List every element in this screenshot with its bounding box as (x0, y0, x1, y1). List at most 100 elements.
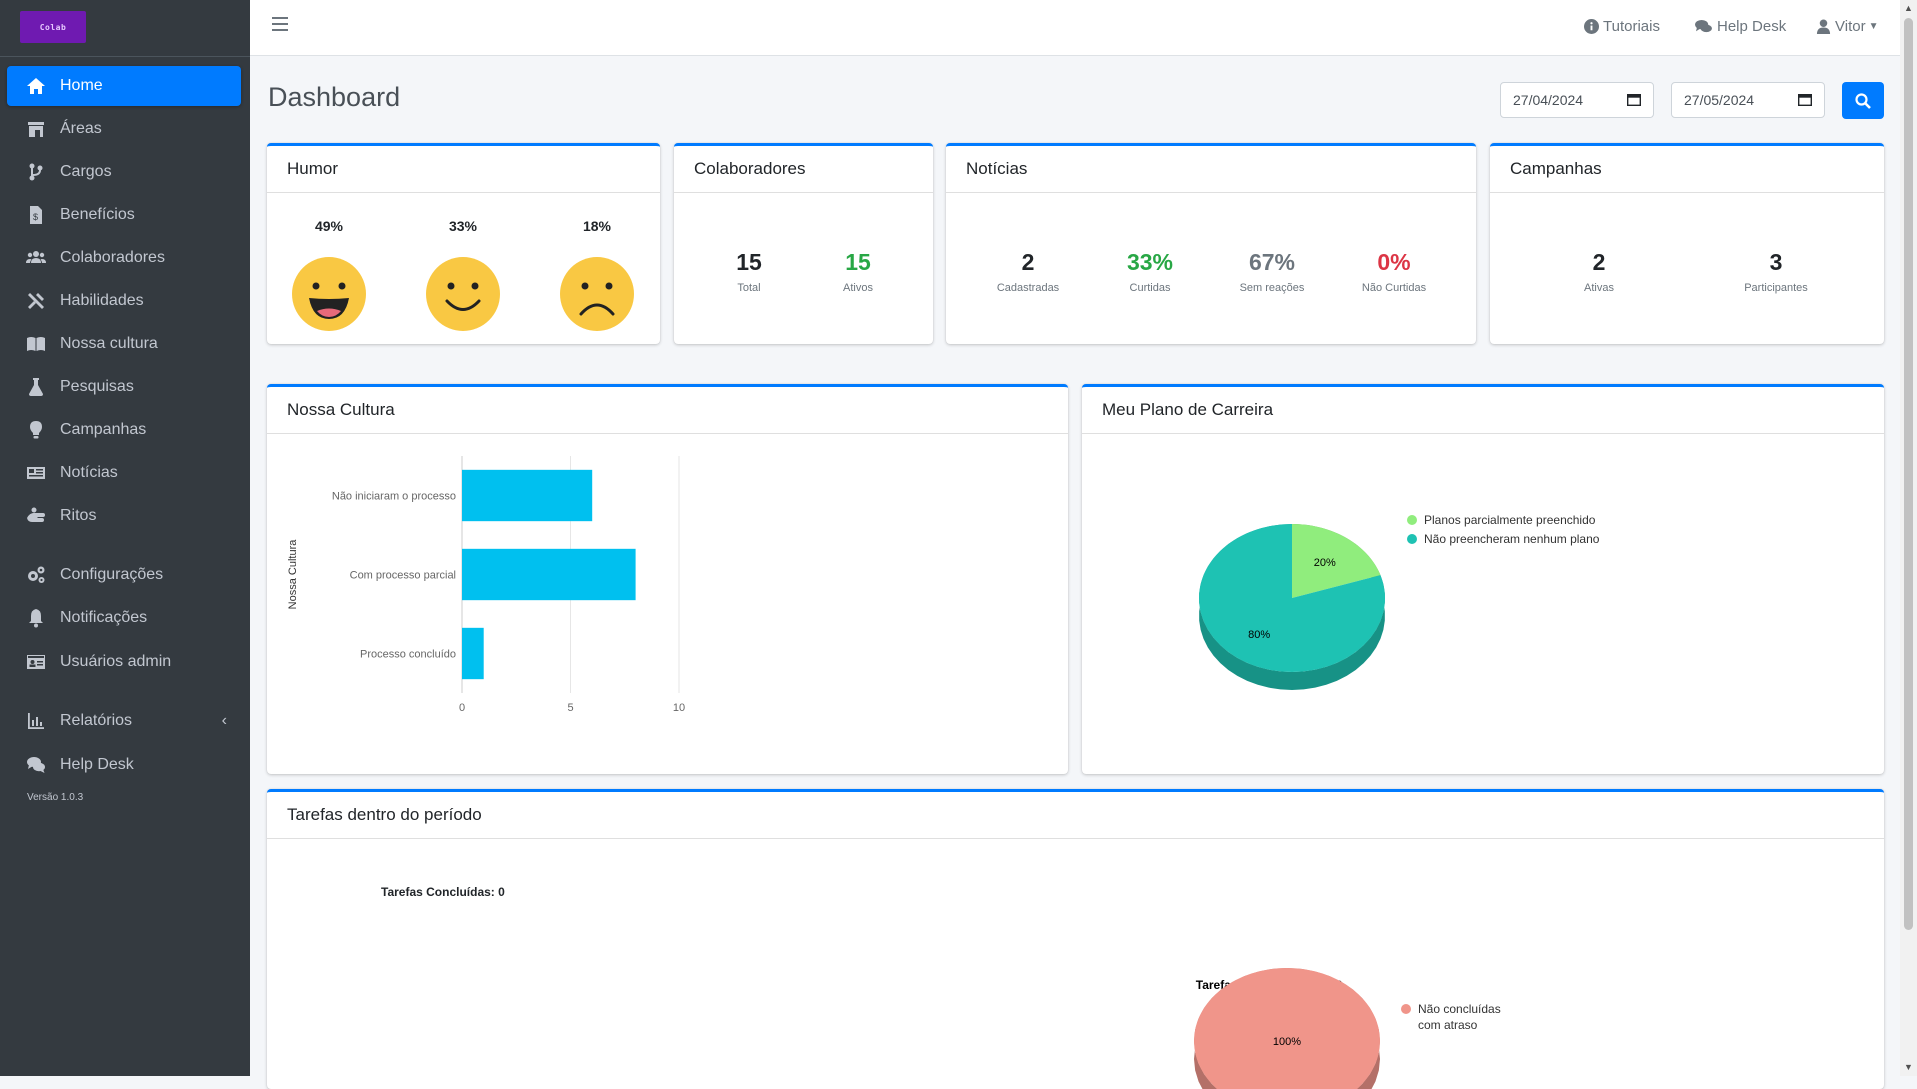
y-axis-label: Nossa Cultura (287, 539, 299, 610)
mood-neutral-percent: 33% (448, 218, 478, 234)
legend-label: Não concluídas (1418, 1002, 1501, 1016)
stat-nao-curtidas: 0% Não Curtidas (1344, 249, 1444, 294)
home-icon (25, 75, 47, 97)
bar (462, 627, 484, 680)
card-title: Nossa Cultura (267, 387, 1068, 434)
category-label: Com processo parcial (350, 570, 456, 582)
chevron-left-icon: ‹ (221, 712, 227, 729)
tutorials-label: Tutoriais (1603, 18, 1660, 35)
legend-marker (1401, 1004, 1411, 1014)
legend-label: Não preencheram nenhum plano (1424, 532, 1600, 546)
card-title: Colaboradores (674, 146, 933, 193)
stat-label: Curtidas (1129, 282, 1171, 294)
sidebar-item-pesquisas[interactable]: Pesquisas (7, 367, 241, 407)
svg-text:$: $ (33, 212, 38, 222)
tutorials-link[interactable]: Tutoriais (1584, 18, 1660, 35)
page-scrollbar[interactable]: ▲ ▼ (1900, 0, 1917, 1076)
newspaper-icon (25, 462, 47, 484)
noticias-card: Notícias 2 Cadastradas 33% Curtidas 67% … (946, 143, 1476, 344)
stat-value: 15 (845, 249, 871, 275)
stat-value: 67% (1248, 249, 1296, 275)
tarefas-card: Tarefas dentro do período Tarefas Conclu… (267, 789, 1884, 1089)
calendar-icon[interactable] (1798, 93, 1812, 106)
pie-value-label: 20% (1314, 557, 1336, 569)
sidebar-item-noticias[interactable]: Notícias (7, 453, 241, 493)
sidebar-item-relatorios[interactable]: Relatórios ‹ (7, 701, 241, 741)
sidebar-item-habilidades[interactable]: Habilidades (7, 281, 241, 321)
brand: Colab (0, 0, 250, 57)
category-label: Processo concluído (360, 649, 456, 661)
sidebar-item-usuarios-admin[interactable]: Usuários admin (7, 642, 241, 682)
card-title: Humor (267, 146, 660, 193)
campanhas-card: Campanhas 2 Ativas 3 Participantes (1490, 143, 1884, 344)
x-tick-label: 10 (673, 702, 685, 714)
tarefas-concluidas-title: Tarefas Concluídas: 0 (381, 885, 505, 899)
sidebar-item-label: Notificações (60, 609, 148, 626)
chart-bar-icon (25, 710, 47, 732)
scroll-up-icon[interactable]: ▲ (1904, 3, 1913, 13)
book-open-icon (25, 333, 47, 355)
bar (462, 548, 636, 601)
stat-value: 33% (1126, 249, 1174, 275)
tools-icon (25, 290, 47, 312)
sidebar-item-home[interactable]: Home (7, 66, 241, 106)
code-branch-icon (25, 161, 47, 183)
calendar-icon[interactable] (1627, 93, 1641, 106)
nossa-cultura-card: Nossa Cultura 0 5 10 Não iniciaram o proces… (267, 384, 1068, 774)
sidebar-item-nossa-cultura[interactable]: Nossa cultura (7, 324, 241, 364)
brand-logo[interactable]: Colab (20, 11, 86, 43)
scroll-down-icon[interactable]: ▼ (1904, 1062, 1913, 1072)
sad-face-icon (560, 257, 634, 331)
sidebar-item-cargos[interactable]: Cargos (7, 152, 241, 192)
bell-icon (25, 607, 47, 629)
sidebar-item-areas[interactable]: Áreas (7, 109, 241, 149)
comments-icon (25, 754, 47, 776)
sidebar-item-configuracoes[interactable]: Configurações (7, 555, 241, 595)
pie-slice (1292, 524, 1381, 598)
help-desk-label: Help Desk (1717, 18, 1787, 35)
stat-label: Sem reações (1239, 282, 1305, 294)
stat-value: 2 (1592, 249, 1606, 275)
sidebar-item-ritos[interactable]: Ritos (7, 496, 241, 536)
category-label: Não iniciaram o processo (332, 491, 456, 503)
nossa-cultura-bar-chart: 0 5 10 Não iniciaram o processo Com processo… (287, 456, 685, 714)
user-name: Vitor (1835, 18, 1866, 35)
stat-value: 2 (1021, 249, 1035, 275)
sidebar-item-notificacoes[interactable]: Notificações (7, 598, 241, 638)
card-title: Meu Plano de Carreira (1082, 387, 1884, 434)
cogs-icon (25, 564, 47, 586)
mood-sad: 18% (557, 218, 637, 337)
card-title: Campanhas (1490, 146, 1884, 193)
pie-value-label: 80% (1248, 629, 1270, 641)
laughing-face-icon (292, 257, 366, 331)
sidebar: Colab Home Áreas Cargos $ Benefícios Col… (0, 0, 250, 1076)
search-button[interactable] (1842, 82, 1884, 119)
flask-icon (25, 376, 47, 398)
stat-label: Ativos (843, 282, 873, 294)
sidebar-item-label: Nossa cultura (60, 335, 158, 352)
sidebar-item-campanhas[interactable]: Campanhas (7, 410, 241, 450)
sidebar-item-colaboradores[interactable]: Colaboradores (7, 238, 241, 278)
pie-slice (1199, 524, 1385, 672)
menu-toggle-button[interactable] (272, 17, 288, 33)
smile-face-icon (426, 257, 500, 331)
comments-icon (1695, 19, 1712, 33)
sidebar-item-beneficios[interactable]: $ Benefícios (7, 195, 241, 235)
scroll-thumb[interactable] (1904, 18, 1913, 930)
stat-cadastradas: 2 Cadastradas (978, 249, 1078, 294)
version-label: Versão 1.0.3 (27, 792, 84, 803)
help-desk-link[interactable]: Help Desk (1694, 18, 1786, 35)
stat-curtidas: 33% Curtidas (1100, 249, 1200, 294)
date-to-input[interactable]: 27/05/2024 (1671, 82, 1825, 118)
mood-neutral: 33% (423, 218, 503, 337)
store-icon (25, 118, 47, 140)
date-to-value: 27/05/2024 (1684, 92, 1755, 108)
user-menu[interactable]: Vitor ▼ (1816, 18, 1878, 35)
sidebar-item-help-desk[interactable]: Help Desk (7, 745, 241, 785)
stat-value: 3 (1769, 249, 1783, 275)
stat-sem-reacoes: 67% Sem reações (1222, 249, 1322, 294)
sidebar-item-label: Áreas (60, 120, 102, 137)
stat-label: Cadastradas (996, 282, 1060, 294)
sidebar-item-label: Notícias (60, 464, 118, 481)
date-from-input[interactable]: 27/04/2024 (1500, 82, 1654, 118)
